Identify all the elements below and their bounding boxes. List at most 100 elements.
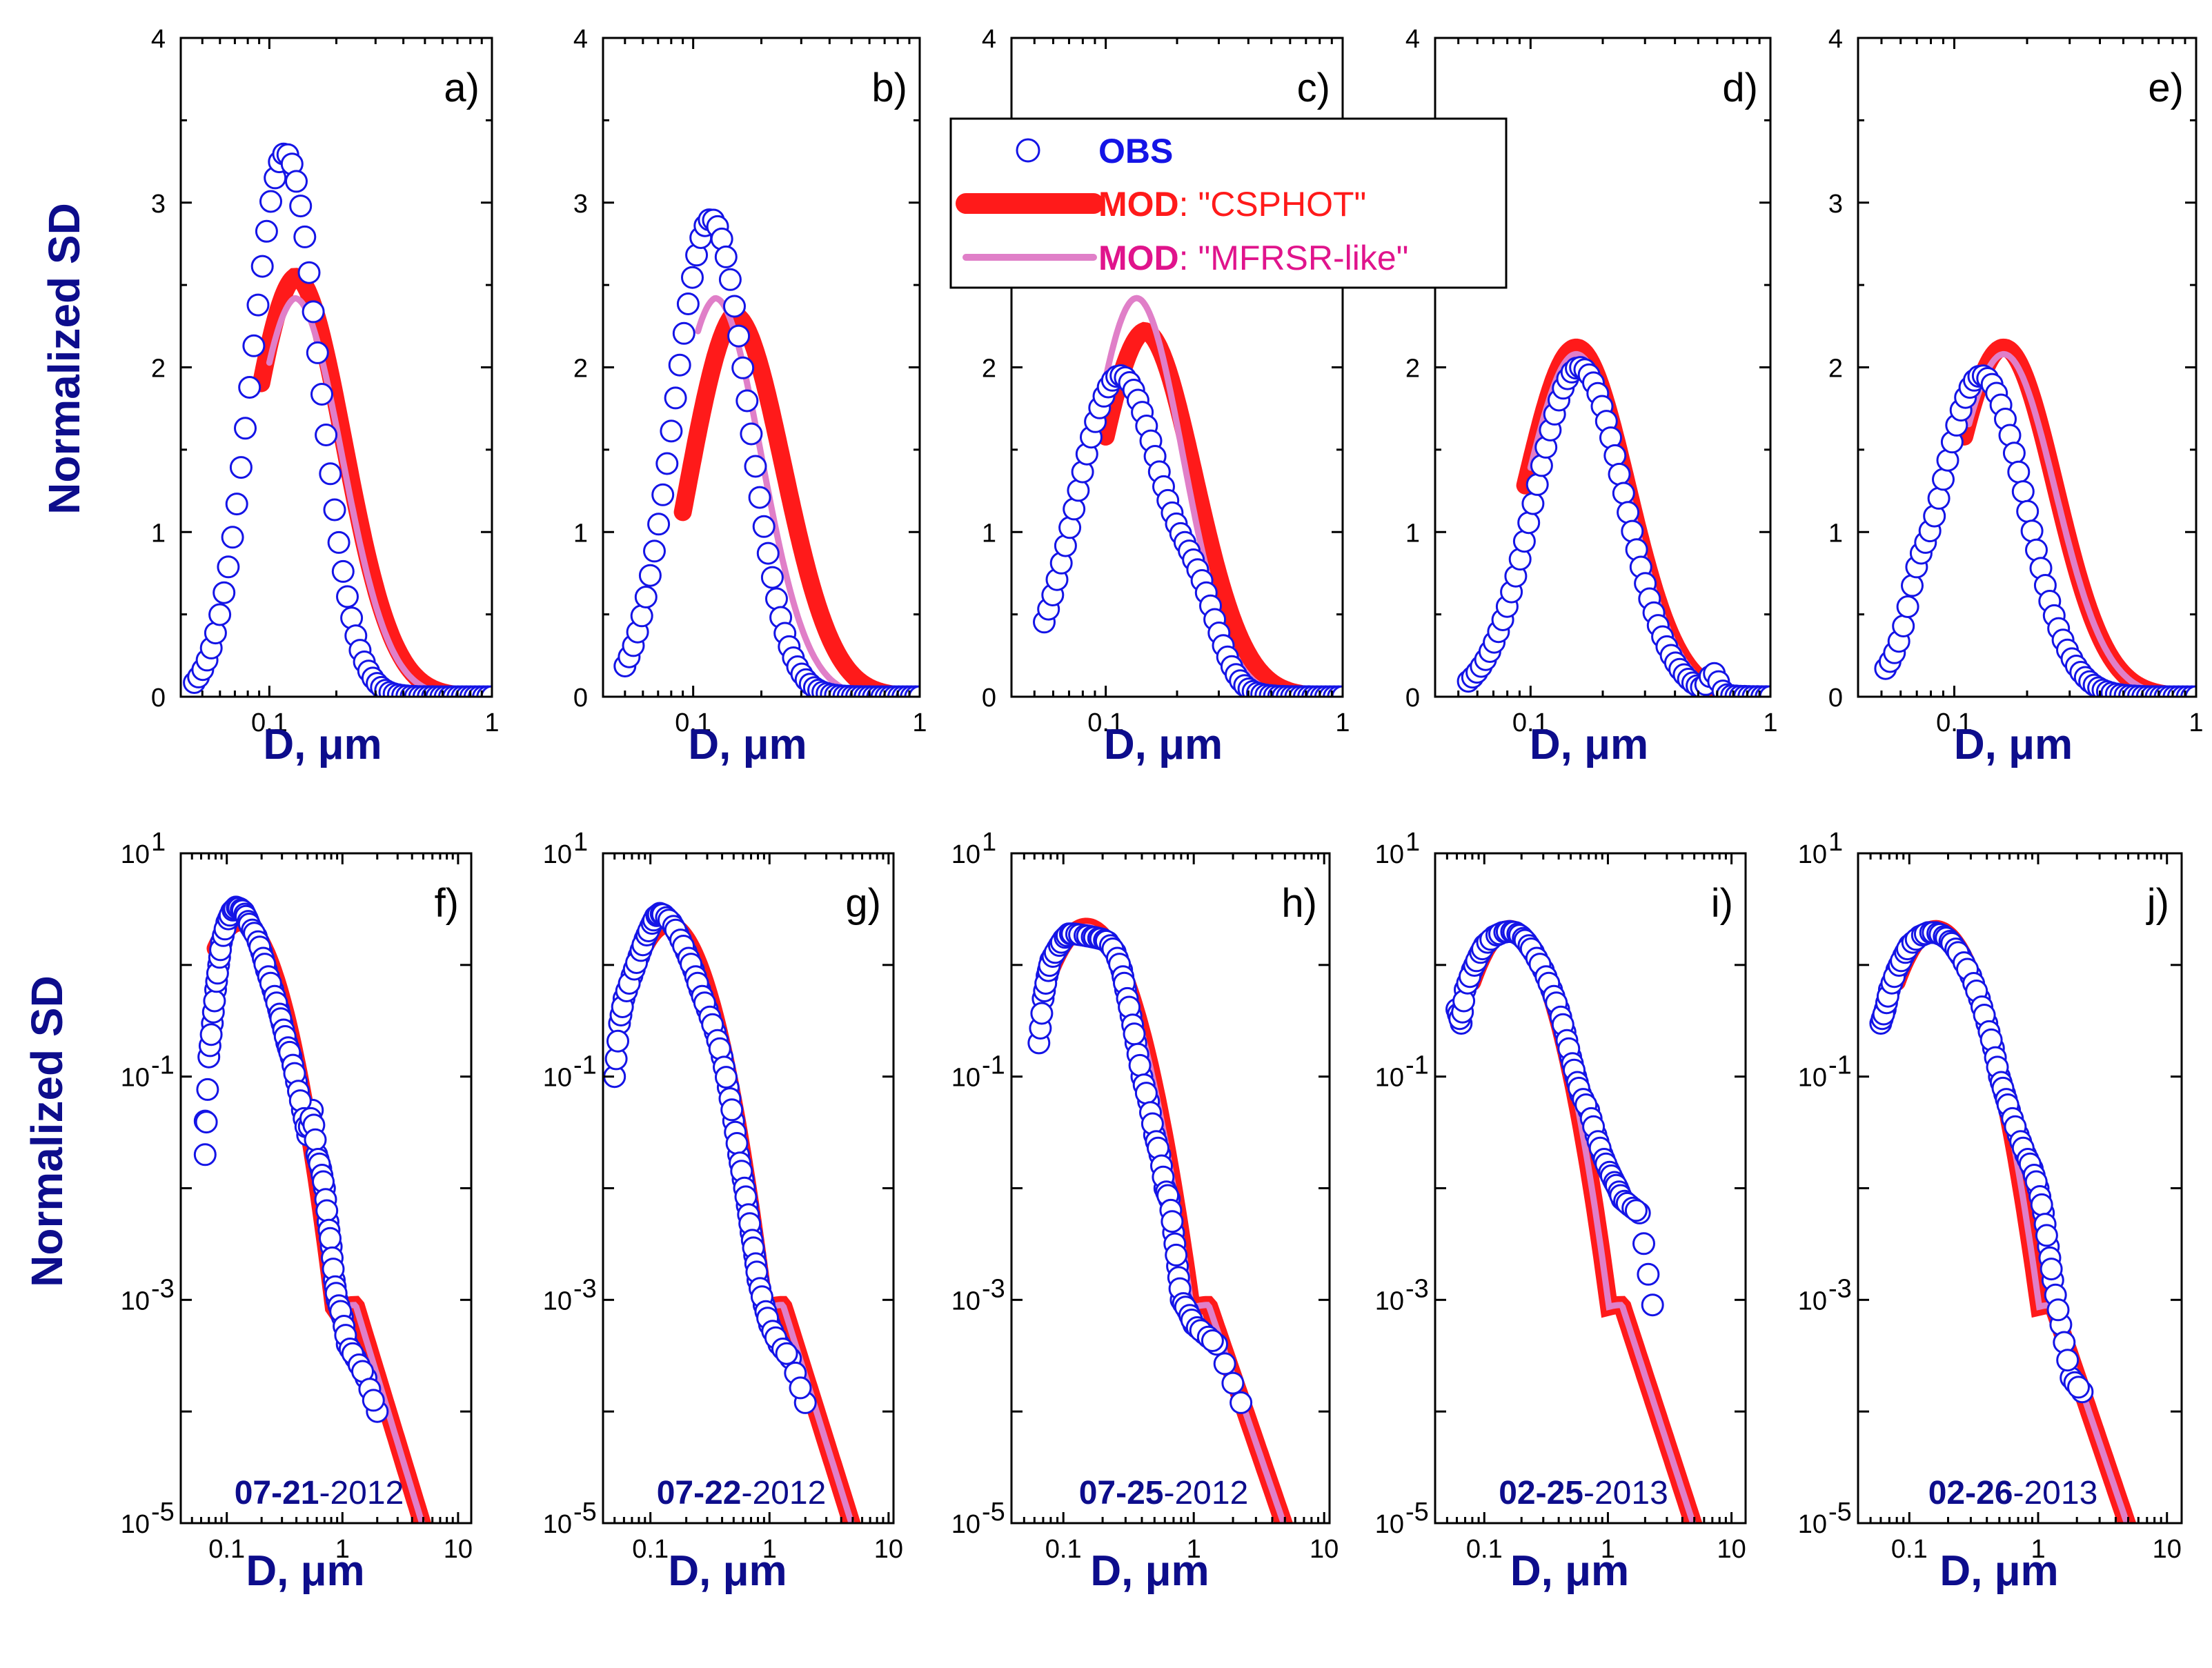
obs-point	[1621, 519, 1644, 543]
legend-mfrsr-prefix: MOD	[1098, 239, 1179, 277]
mfrsr-curve	[695, 295, 920, 697]
x-axis-label: D, μm	[688, 721, 807, 768]
obs-point	[1901, 574, 1924, 597]
y-tick-label-10e-5: 10	[1375, 1510, 1404, 1539]
y-tick-label-10e-1: 10	[1375, 1064, 1404, 1093]
obs-point	[193, 1143, 217, 1166]
y-tick-label-10e-5: 10	[543, 1510, 572, 1539]
obs-point	[217, 555, 240, 579]
obs-point	[319, 462, 342, 486]
obs-point	[1230, 1391, 1253, 1414]
obs-point	[735, 389, 759, 413]
x-axis-label: D, μm	[1090, 1547, 1209, 1595]
y-tick-exponent: 1	[1828, 828, 1843, 857]
x-tick-label-1: 1	[335, 1535, 350, 1564]
legend-mfrsr-suffix: : "MFRSR-like"	[1179, 239, 1409, 277]
y-tick-label-10e-3: 10	[121, 1287, 150, 1315]
obs-point	[331, 559, 355, 583]
x-tick-label-1: 1	[762, 1535, 777, 1564]
plot-area	[603, 902, 861, 1523]
y-tick-exponent: -1	[1405, 1051, 1429, 1080]
y-tick-label-1: 1	[1405, 519, 1420, 548]
plot-area	[1456, 338, 1770, 697]
obs-point	[304, 1128, 327, 1151]
y-tick-exponent: -5	[982, 1498, 1005, 1527]
x-axis-label: D, μm	[1530, 721, 1648, 768]
panel-label: g)	[845, 881, 881, 926]
panel-label: e)	[2148, 66, 2184, 110]
panel-label: a)	[444, 66, 480, 110]
x-tick-label-1: 1	[484, 708, 499, 737]
y-tick-label-10e1: 10	[543, 840, 572, 869]
obs-point	[362, 1389, 385, 1412]
date-label-bold: 02-25	[1499, 1475, 1583, 1511]
x-tick-label-1: 1	[2189, 708, 2203, 737]
panel-b: 0.1 1 0 1 2 3 4 b) D, μm	[573, 25, 927, 768]
y-tick-label-10e-5: 10	[951, 1510, 980, 1539]
obs-point	[655, 452, 679, 475]
legend-csphot-suffix: : "CSPHOT"	[1179, 185, 1367, 224]
panel-a: 0.1 1 0 1 2 3 4 a) D, μm	[151, 25, 500, 768]
obs-point	[651, 483, 675, 506]
panel-label: f)	[435, 881, 459, 926]
y-tick-label-10e-3: 10	[543, 1287, 572, 1315]
x-tick-label-1: 1	[1601, 1535, 1615, 1564]
obs-point	[196, 1078, 219, 1101]
ylabel-top-row: Normalized SD	[39, 203, 89, 515]
x-tick-label-1: 1	[1763, 708, 1777, 737]
obs-point	[752, 515, 776, 538]
obs-point	[1331, 685, 1343, 697]
obs-point	[2046, 1298, 2070, 1322]
y-tick-label-1: 1	[1828, 519, 1843, 548]
y-tick-exponent: -5	[1405, 1498, 1429, 1527]
obs-point	[310, 383, 333, 406]
obs-point	[293, 225, 317, 248]
y-tick-exponent: -3	[151, 1274, 175, 1303]
y-tick-label-10e-3: 10	[951, 1287, 980, 1315]
obs-point	[319, 1227, 342, 1250]
panel-c: 0.1101234c)D, μm	[982, 25, 1350, 768]
x-axis-label: D, μm	[668, 1547, 787, 1595]
x-tick-label-0.1: 0.1	[251, 708, 288, 737]
y-tick-exponent: -3	[1828, 1274, 1852, 1303]
obs-point	[213, 581, 236, 604]
obs-point	[1165, 1243, 1188, 1267]
obs-point	[302, 300, 325, 324]
y-tick-label-0: 0	[1405, 684, 1420, 713]
obs-point	[1221, 1371, 1245, 1395]
x-axis-label: D, μm	[1104, 721, 1223, 768]
plot-area	[1033, 295, 1343, 697]
obs-point	[1123, 1022, 1146, 1046]
obs-point	[744, 455, 767, 478]
obs-point	[2030, 1193, 2053, 1216]
x-tick-label-10: 10	[2153, 1535, 2182, 1564]
legend-csphot-prefix: MOD	[1098, 185, 1179, 224]
obs-point	[199, 1023, 223, 1046]
y-tick-exponent: -5	[151, 1498, 175, 1527]
y-tick-label-1: 1	[982, 519, 996, 548]
obs-point	[676, 292, 700, 315]
obs-point	[242, 334, 266, 357]
y-tick-exponent: -5	[573, 1498, 597, 1527]
obs-point	[327, 530, 350, 554]
obs-point	[638, 564, 662, 587]
x-tick-label-1: 1	[912, 708, 927, 737]
obs-point	[1927, 486, 1951, 510]
date-label-year: -2013	[2013, 1475, 2098, 1511]
obs-point	[775, 1342, 798, 1365]
x-tick-label-0.1: 0.1	[1087, 708, 1124, 737]
x-tick-label-1: 1	[1187, 1535, 1201, 1564]
date-label-bold: 02-26	[1928, 1475, 2013, 1511]
obs-point	[1641, 1293, 1664, 1317]
obs-point	[2020, 519, 2044, 543]
plot-area	[193, 895, 432, 1523]
x-tick-label-1: 1	[1335, 708, 1350, 737]
obs-point	[2067, 1376, 2090, 1399]
y-tick-exponent: 1	[1405, 828, 1420, 857]
date-label-year: -2012	[1164, 1475, 1249, 1511]
